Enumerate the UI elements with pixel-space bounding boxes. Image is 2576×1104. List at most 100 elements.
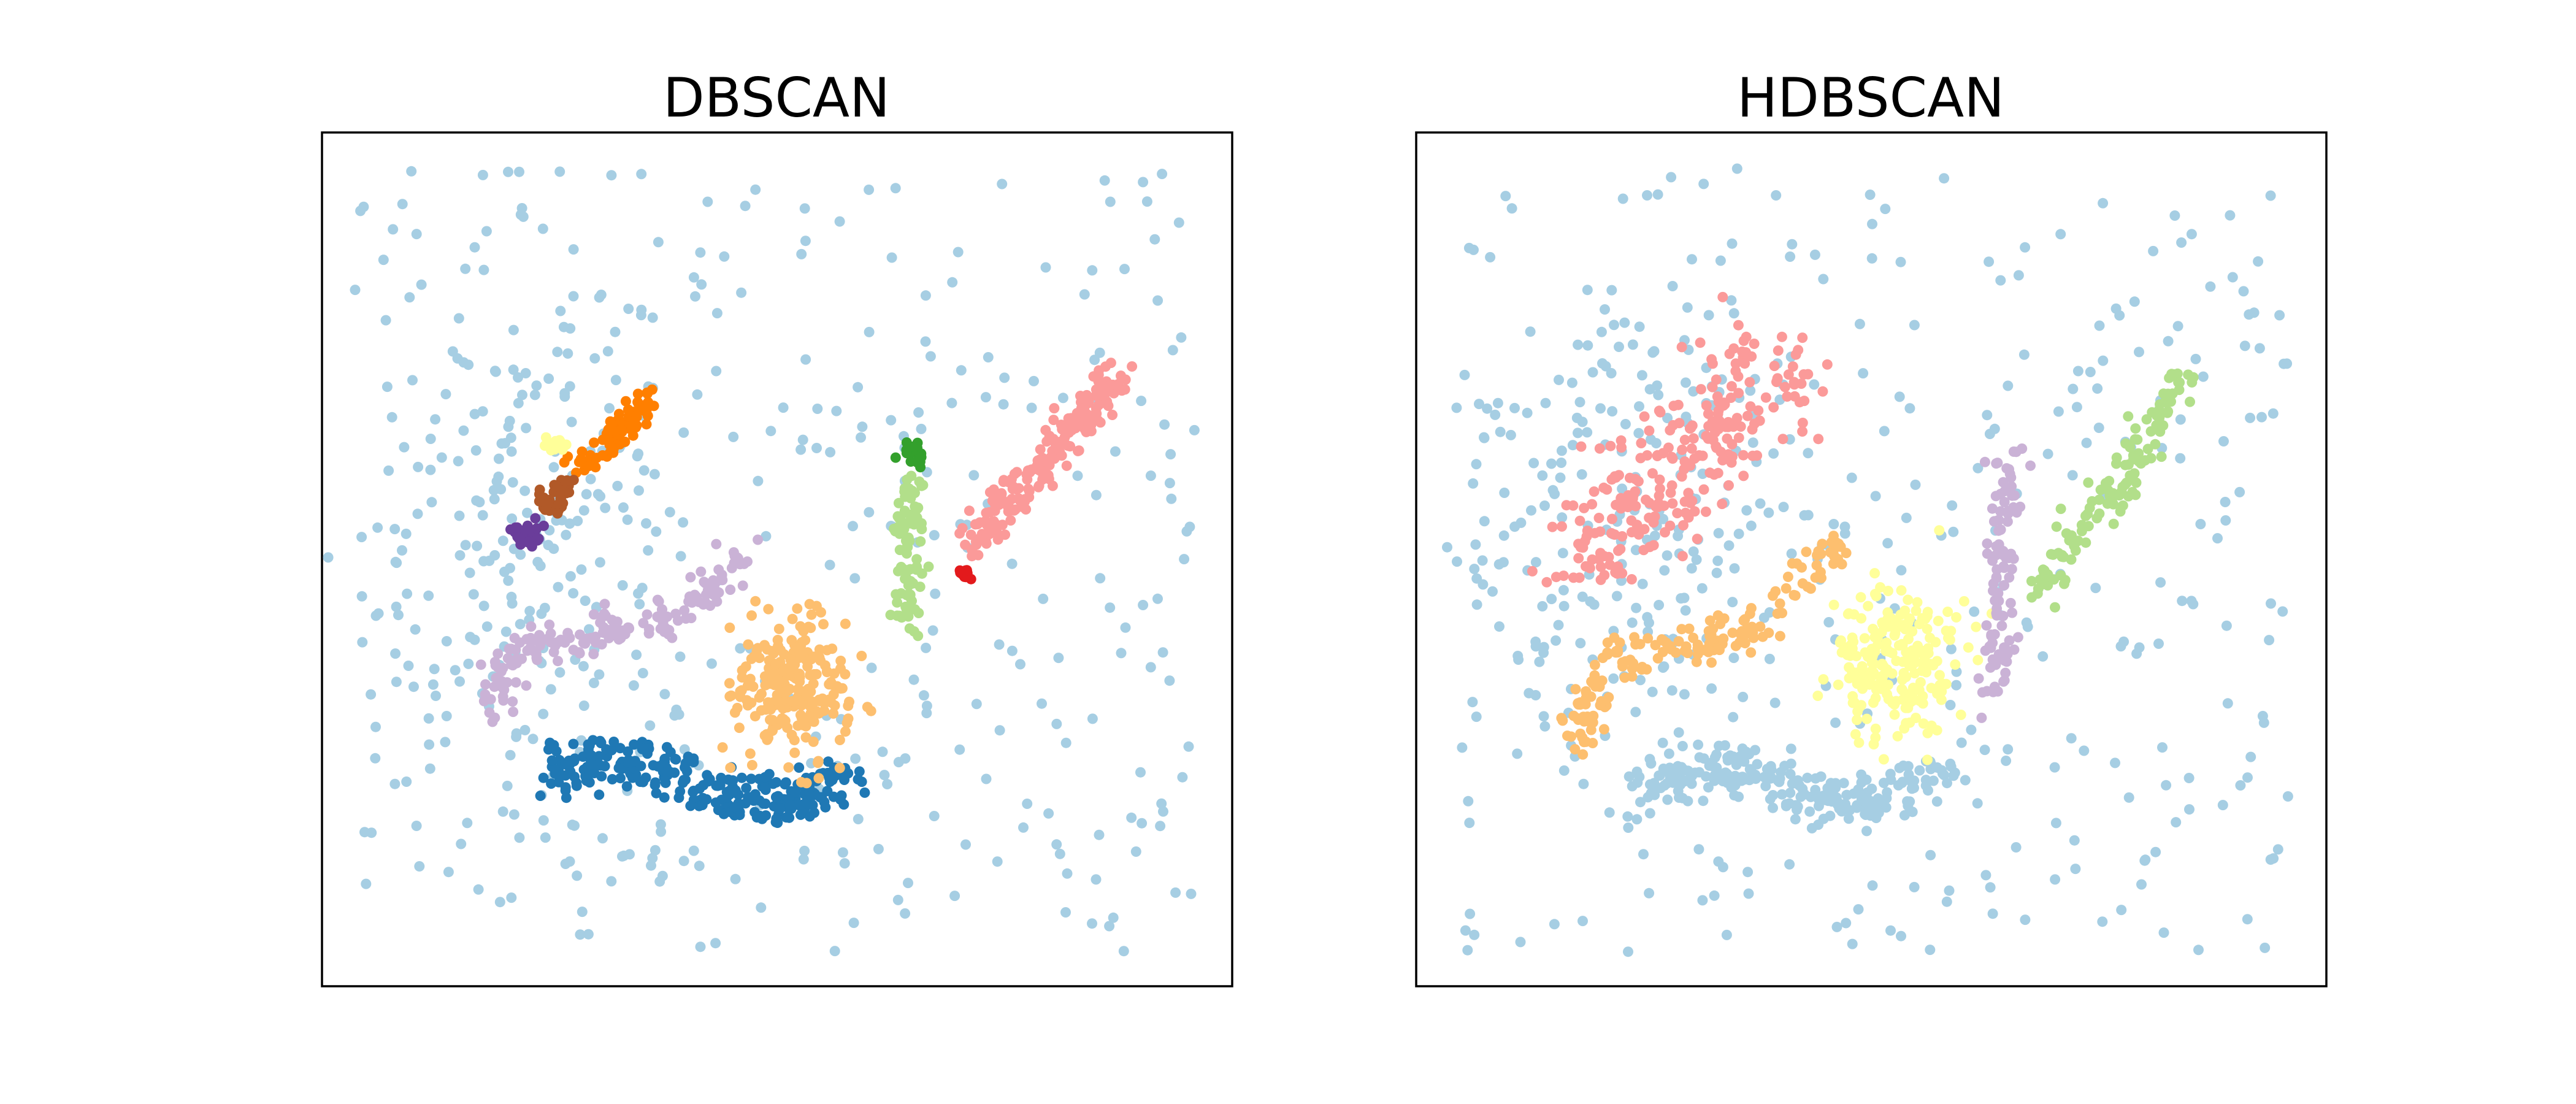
hdbscan-noise-point (1620, 419, 1631, 429)
dbscan-noise-point (730, 873, 741, 884)
hdbscan-cluster-4-point (1998, 676, 2009, 687)
dbscan-noise-point (469, 242, 480, 253)
dbscan-noise-point (1136, 396, 1147, 407)
dbscan-noise-point (430, 414, 441, 425)
dbscan-noise-point (1159, 419, 1170, 430)
dbscan-cluster-10-point (556, 485, 567, 496)
hdbscan-noise-point (1609, 320, 1619, 331)
hdbscan-noise-point (1956, 737, 1967, 748)
hdbscan-cluster-6-point (1606, 528, 1617, 539)
hdbscan-noise-point (1465, 908, 1476, 919)
hdbscan-noise-point (1459, 369, 1470, 380)
dbscan-noise-point (1051, 839, 1062, 850)
dbscan-noise-point (518, 211, 529, 222)
dbscan-noise-point (873, 843, 884, 854)
hdbscan-noise-point (2001, 755, 2012, 766)
hdbscan-cluster-5-point (2123, 411, 2134, 422)
dbscan-cluster-4-point (895, 588, 907, 599)
dbscan-cluster-1-point (721, 792, 732, 803)
dbscan-noise-point (454, 550, 466, 561)
dbscan-noise-point (1006, 558, 1018, 569)
hdbscan-noise-point (2020, 914, 2031, 926)
dbscan-cluster-2-point (813, 773, 824, 784)
dbscan-cluster-6-point (1091, 408, 1102, 419)
dbscan-noise-point (877, 746, 888, 757)
dbscan-cluster-2-point (800, 635, 811, 646)
hdbscan-cluster-5-point (2131, 477, 2142, 488)
dbscan-cluster-3-point (508, 707, 519, 718)
dbscan-noise-point (356, 591, 367, 602)
dbscan-cluster-5-point (890, 452, 901, 463)
dbscan-noise-point (1138, 177, 1149, 188)
dbscan-cluster-4-point (901, 604, 912, 615)
hdbscan-cluster-6-point (1676, 342, 1687, 353)
hdbscan-cluster-2-point (1942, 607, 1953, 617)
hdbscan-noise-point (1727, 238, 1738, 249)
hdbscan-noise-point (1785, 251, 1796, 262)
hdbscan-noise-point (1945, 643, 1957, 654)
hdbscan-cluster-2-point (1958, 596, 1969, 607)
hdbscan-noise-point (1769, 697, 1781, 708)
hdbscan-noise-point (1960, 775, 1971, 786)
dbscan-cluster-2-point (725, 762, 736, 773)
hdbscan-noise-point (1642, 190, 1652, 201)
dbscan-cluster-3-point (525, 632, 536, 643)
hdbscan-noise-point (1526, 505, 1536, 516)
dbscan-noise-point (900, 908, 911, 919)
dbscan-noise-point (1186, 888, 1197, 899)
hdbscan-cluster-3-point (1727, 627, 1738, 638)
hdbscan-cluster-3-point (1611, 646, 1622, 657)
dbscan-noise-point (471, 495, 482, 506)
dbscan-cluster-1-point (790, 787, 801, 798)
hdbscan-noise-point (2042, 448, 2053, 459)
hdbscan-noise-point (1587, 367, 1598, 378)
dbscan-noise-point (946, 397, 957, 408)
hdbscan-noise-point (2205, 281, 2216, 292)
dbscan-noise-point (443, 867, 454, 878)
dbscan-cluster-1-point (548, 740, 559, 751)
hdbscan-cluster-6-point (1745, 401, 1756, 412)
hdbscan-cluster-4-point (1998, 477, 2009, 488)
hdbscan-cluster-5-point (2152, 410, 2162, 421)
dbscan-cluster-2-point (818, 619, 829, 630)
dbscan-noise-point (380, 315, 391, 326)
hdbscan-cluster-2-point (1898, 656, 1909, 667)
hdbscan-cluster-5-point (2038, 578, 2049, 589)
hdbscan-noise-point (1606, 285, 1617, 296)
dbscan-noise-point (968, 470, 979, 481)
hdbscan-cluster-6-point (1798, 369, 1809, 380)
hdbscan-noise-point (1673, 531, 1684, 542)
dbscan-cluster-3-point (725, 585, 736, 595)
hdbscan-noise-point (1534, 656, 1545, 667)
dbscan-cluster-3-point (685, 572, 696, 583)
hdbscan-cluster-6-point (1703, 408, 1714, 420)
hdbscan-cluster-3-point (1797, 578, 1808, 589)
dbscan-cluster-1-point (800, 798, 811, 809)
hdbscan-cluster-6-point (1760, 392, 1771, 403)
hdbscan-noise-point (1831, 921, 1842, 932)
hdbscan-cluster-1-point (1744, 764, 1755, 775)
hdbscan-cluster-6-point (1587, 499, 1598, 510)
hdbscan-cluster-2-point (1903, 617, 1914, 628)
dbscan-cluster-2-point (800, 732, 811, 743)
dbscan-cluster-4-point (908, 578, 919, 589)
hdbscan-cluster-3-point (1570, 744, 1581, 755)
hdbscan-noise-point (1505, 429, 1516, 440)
hdbscan-cluster-2-point (1934, 670, 1945, 681)
dbscan-noise-point (893, 757, 904, 768)
hdbscan-cluster-2-point (1903, 594, 1914, 605)
dbscan-noise-point (1099, 175, 1110, 186)
hdbscan-noise-point (2079, 745, 2090, 756)
dbscan-noise-point (853, 814, 864, 824)
hdbscan-noise-point (1830, 717, 1841, 728)
hdbscan-cluster-1-point (1631, 766, 1643, 777)
dbscan-cluster-3-point (711, 596, 723, 607)
dbscan-cluster-2-point (792, 684, 803, 695)
dbscan-noise-point (1189, 424, 1200, 435)
hdbscan-noise-point (2242, 772, 2253, 783)
hdbscan-noise-point (1633, 427, 1644, 439)
hdbscan-noise-point (1728, 653, 1739, 664)
hdbscan-noise-point (1987, 908, 1998, 919)
dbscan-cluster-1-point (586, 759, 597, 770)
hdbscan-cluster-5-point (2145, 426, 2156, 437)
